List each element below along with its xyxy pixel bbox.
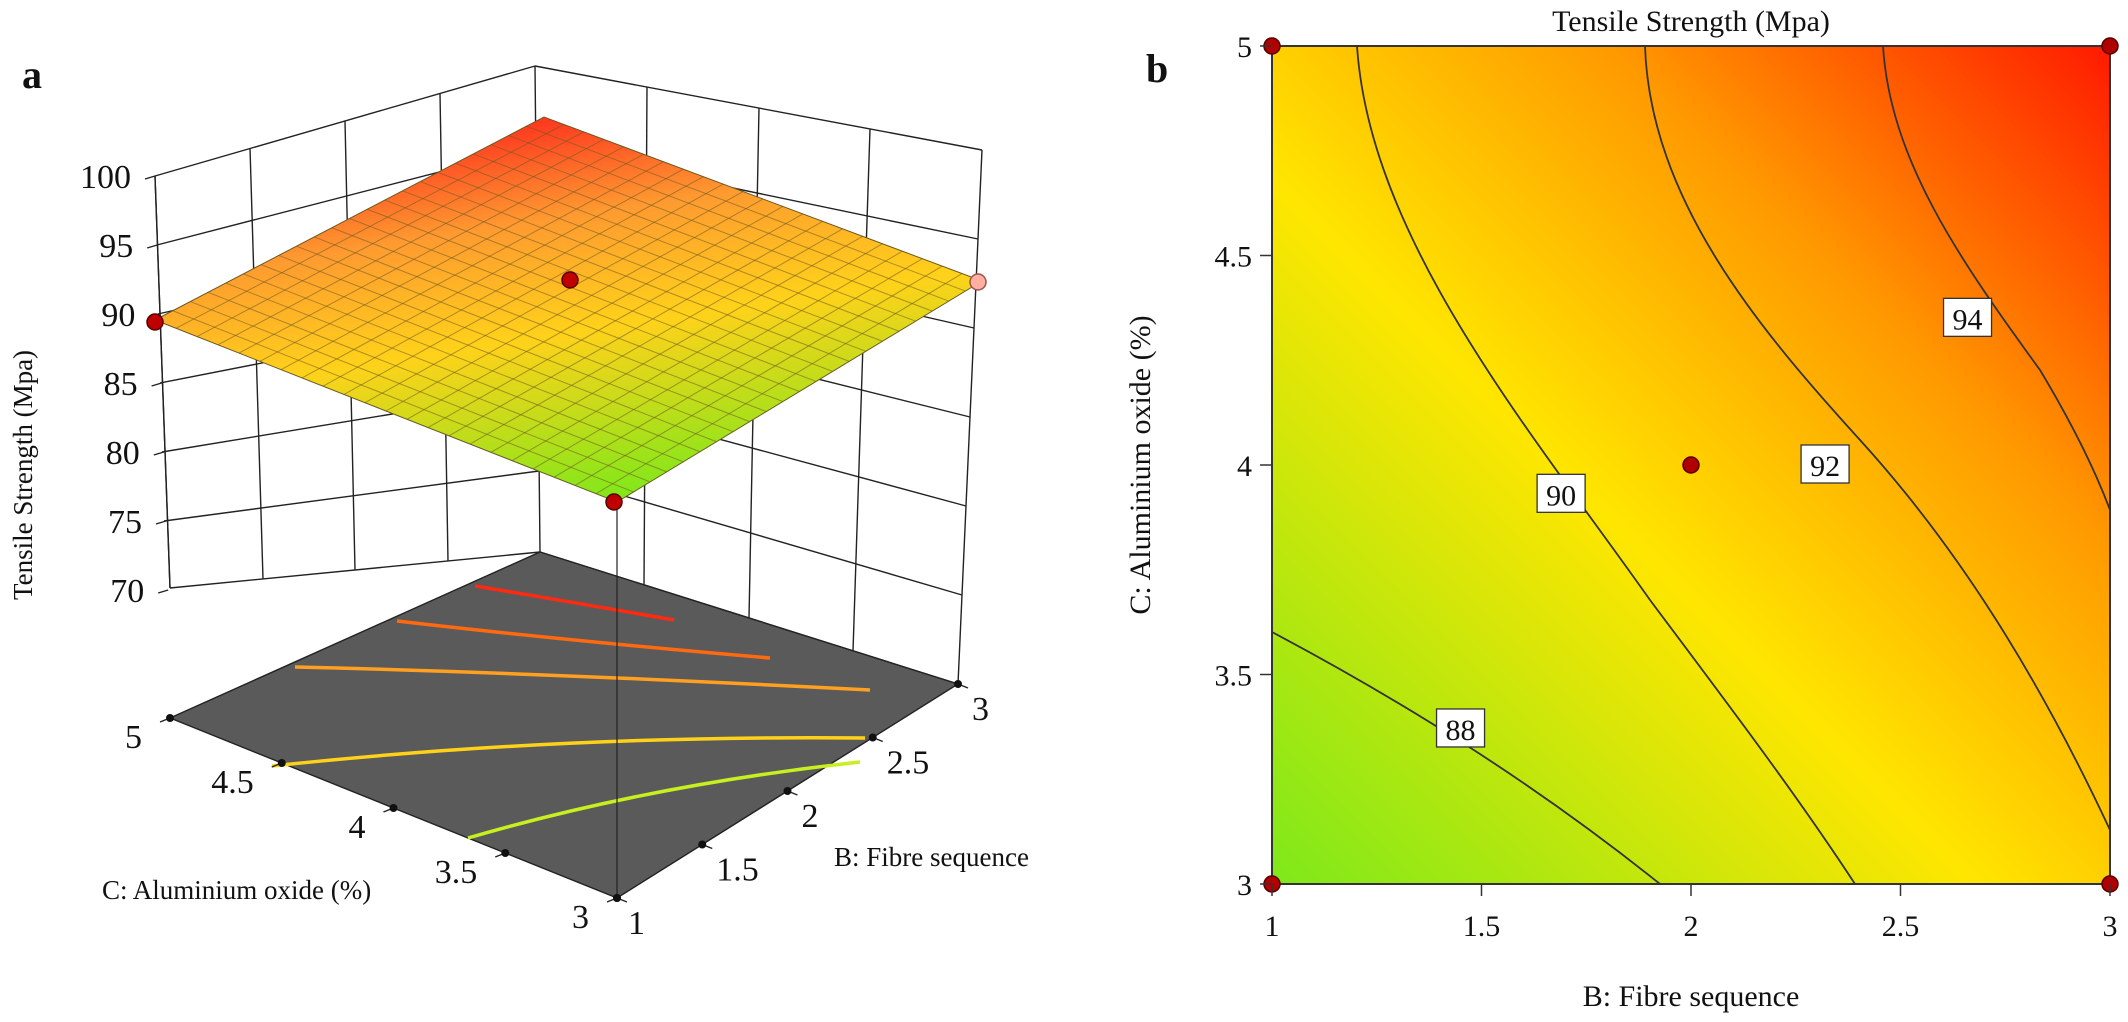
y-tick-label: 5: [1237, 31, 1252, 64]
contour-labels: 88 90 92 94: [1435, 297, 1993, 748]
y-tick-label: 3.5: [1215, 660, 1253, 693]
contour-label-box: [1435, 708, 1486, 748]
z-tick-label: 100: [80, 159, 131, 196]
contour-label: 90: [1546, 479, 1576, 512]
design-point: [1682, 456, 1700, 474]
contour-90: [1356, 46, 1856, 884]
design-point: [146, 313, 164, 331]
b-tick-dot: [783, 787, 792, 795]
chart-title: Tensile Strength (Mpa): [1552, 5, 1830, 38]
x-tick-label: 2: [1684, 910, 1699, 943]
b-tick-label: 1.5: [716, 852, 759, 889]
x-tick-label: 1.5: [1463, 910, 1501, 943]
b-axis-ticks: 1 1.5 2 2.5 3: [613, 680, 989, 942]
z-axis-label: Tensile Strength (Mpa): [8, 350, 38, 600]
z-axis-line: [154, 175, 171, 589]
contour-label: 94: [1953, 303, 1983, 336]
y-tick-label: 4: [1237, 450, 1252, 483]
b-tick-label: 1: [628, 905, 645, 942]
z-tick: [153, 451, 165, 456]
contour-label-box: [1800, 444, 1850, 484]
panel-b-label: b: [1146, 46, 1168, 91]
b-tick-label: 2: [802, 798, 819, 835]
surface-plot: a: [8, 52, 1029, 942]
c-tick-dot: [166, 714, 174, 722]
z-tick-label: 80: [106, 435, 140, 472]
y-axis-label: C: Aluminium oxide (%): [1124, 315, 1157, 614]
c-tick-dot: [501, 849, 510, 857]
contour-94: [1882, 46, 2110, 511]
design-point: [969, 273, 987, 291]
floor-contours: [271, 584, 871, 840]
contour-label: 88: [1446, 714, 1476, 747]
y-tick-label: 3: [1237, 869, 1252, 902]
contour-lines: [1272, 46, 2110, 884]
z-tick: [157, 589, 169, 594]
z-tick-label: 85: [104, 366, 138, 403]
response-surface: [153, 116, 984, 503]
design-point: [561, 271, 579, 289]
b-tick-dot: [698, 840, 707, 849]
design-point: [605, 493, 623, 511]
contour-label-box: [1536, 473, 1586, 513]
b-tick-label: 2.5: [887, 745, 930, 782]
b-tick-dot: [954, 680, 962, 688]
c-axis-label: C: Aluminium oxide (%): [102, 875, 371, 905]
z-tick: [155, 520, 167, 525]
z-tick-label: 70: [110, 573, 144, 610]
design-point: [2101, 37, 2119, 55]
surface-mesh: [172, 124, 966, 495]
z-tick: [144, 175, 156, 180]
c-tick-label: 3: [572, 899, 589, 936]
z-axis-ticks: 100 95 90 85 80 75 70: [80, 159, 169, 610]
c-tick-dot: [389, 804, 398, 812]
b-axis-label: B: Fibre sequence: [834, 842, 1029, 872]
z-tick-label: 90: [101, 297, 135, 334]
b-tick-dot: [613, 894, 621, 902]
y-axis-ticks: 3 3.5 4 4.5 5: [1215, 31, 1272, 902]
contour-label: 92: [1810, 450, 1840, 483]
c-tick-label: 5: [125, 719, 142, 756]
y-tick-label: 4.5: [1215, 241, 1253, 274]
c-axis-ticks: 5 4.5 4 3.5 3: [125, 714, 621, 936]
panel-a-label: a: [22, 52, 42, 97]
z-tick: [146, 244, 158, 249]
x-tick-label: 3: [2103, 910, 2118, 943]
b-tick-label: 3: [972, 691, 989, 728]
z-tick: [151, 382, 162, 387]
contour-92: [1644, 46, 2110, 831]
c-tick-label: 4: [349, 809, 366, 846]
c-tick-dot: [277, 759, 286, 767]
b-tick-dot: [868, 733, 877, 742]
contour-plot: b Tensile Strength (Mpa) 88 90 92 94 1 1.5 2 2…: [1124, 5, 2119, 1013]
c-tick-label: 3.5: [435, 854, 478, 891]
c-tick-label: 4.5: [211, 764, 254, 801]
x-tick-label: 1: [1265, 910, 1280, 943]
z-tick-label: 75: [108, 504, 142, 541]
x-tick-label: 2.5: [1882, 910, 1920, 943]
x-axis-label: B: Fibre sequence: [1583, 980, 1800, 1013]
z-tick-label: 95: [99, 228, 133, 265]
contour-label-box: [1942, 297, 1993, 338]
x-axis-ticks: 1 1.5 2 2.5 3: [1265, 884, 2118, 943]
